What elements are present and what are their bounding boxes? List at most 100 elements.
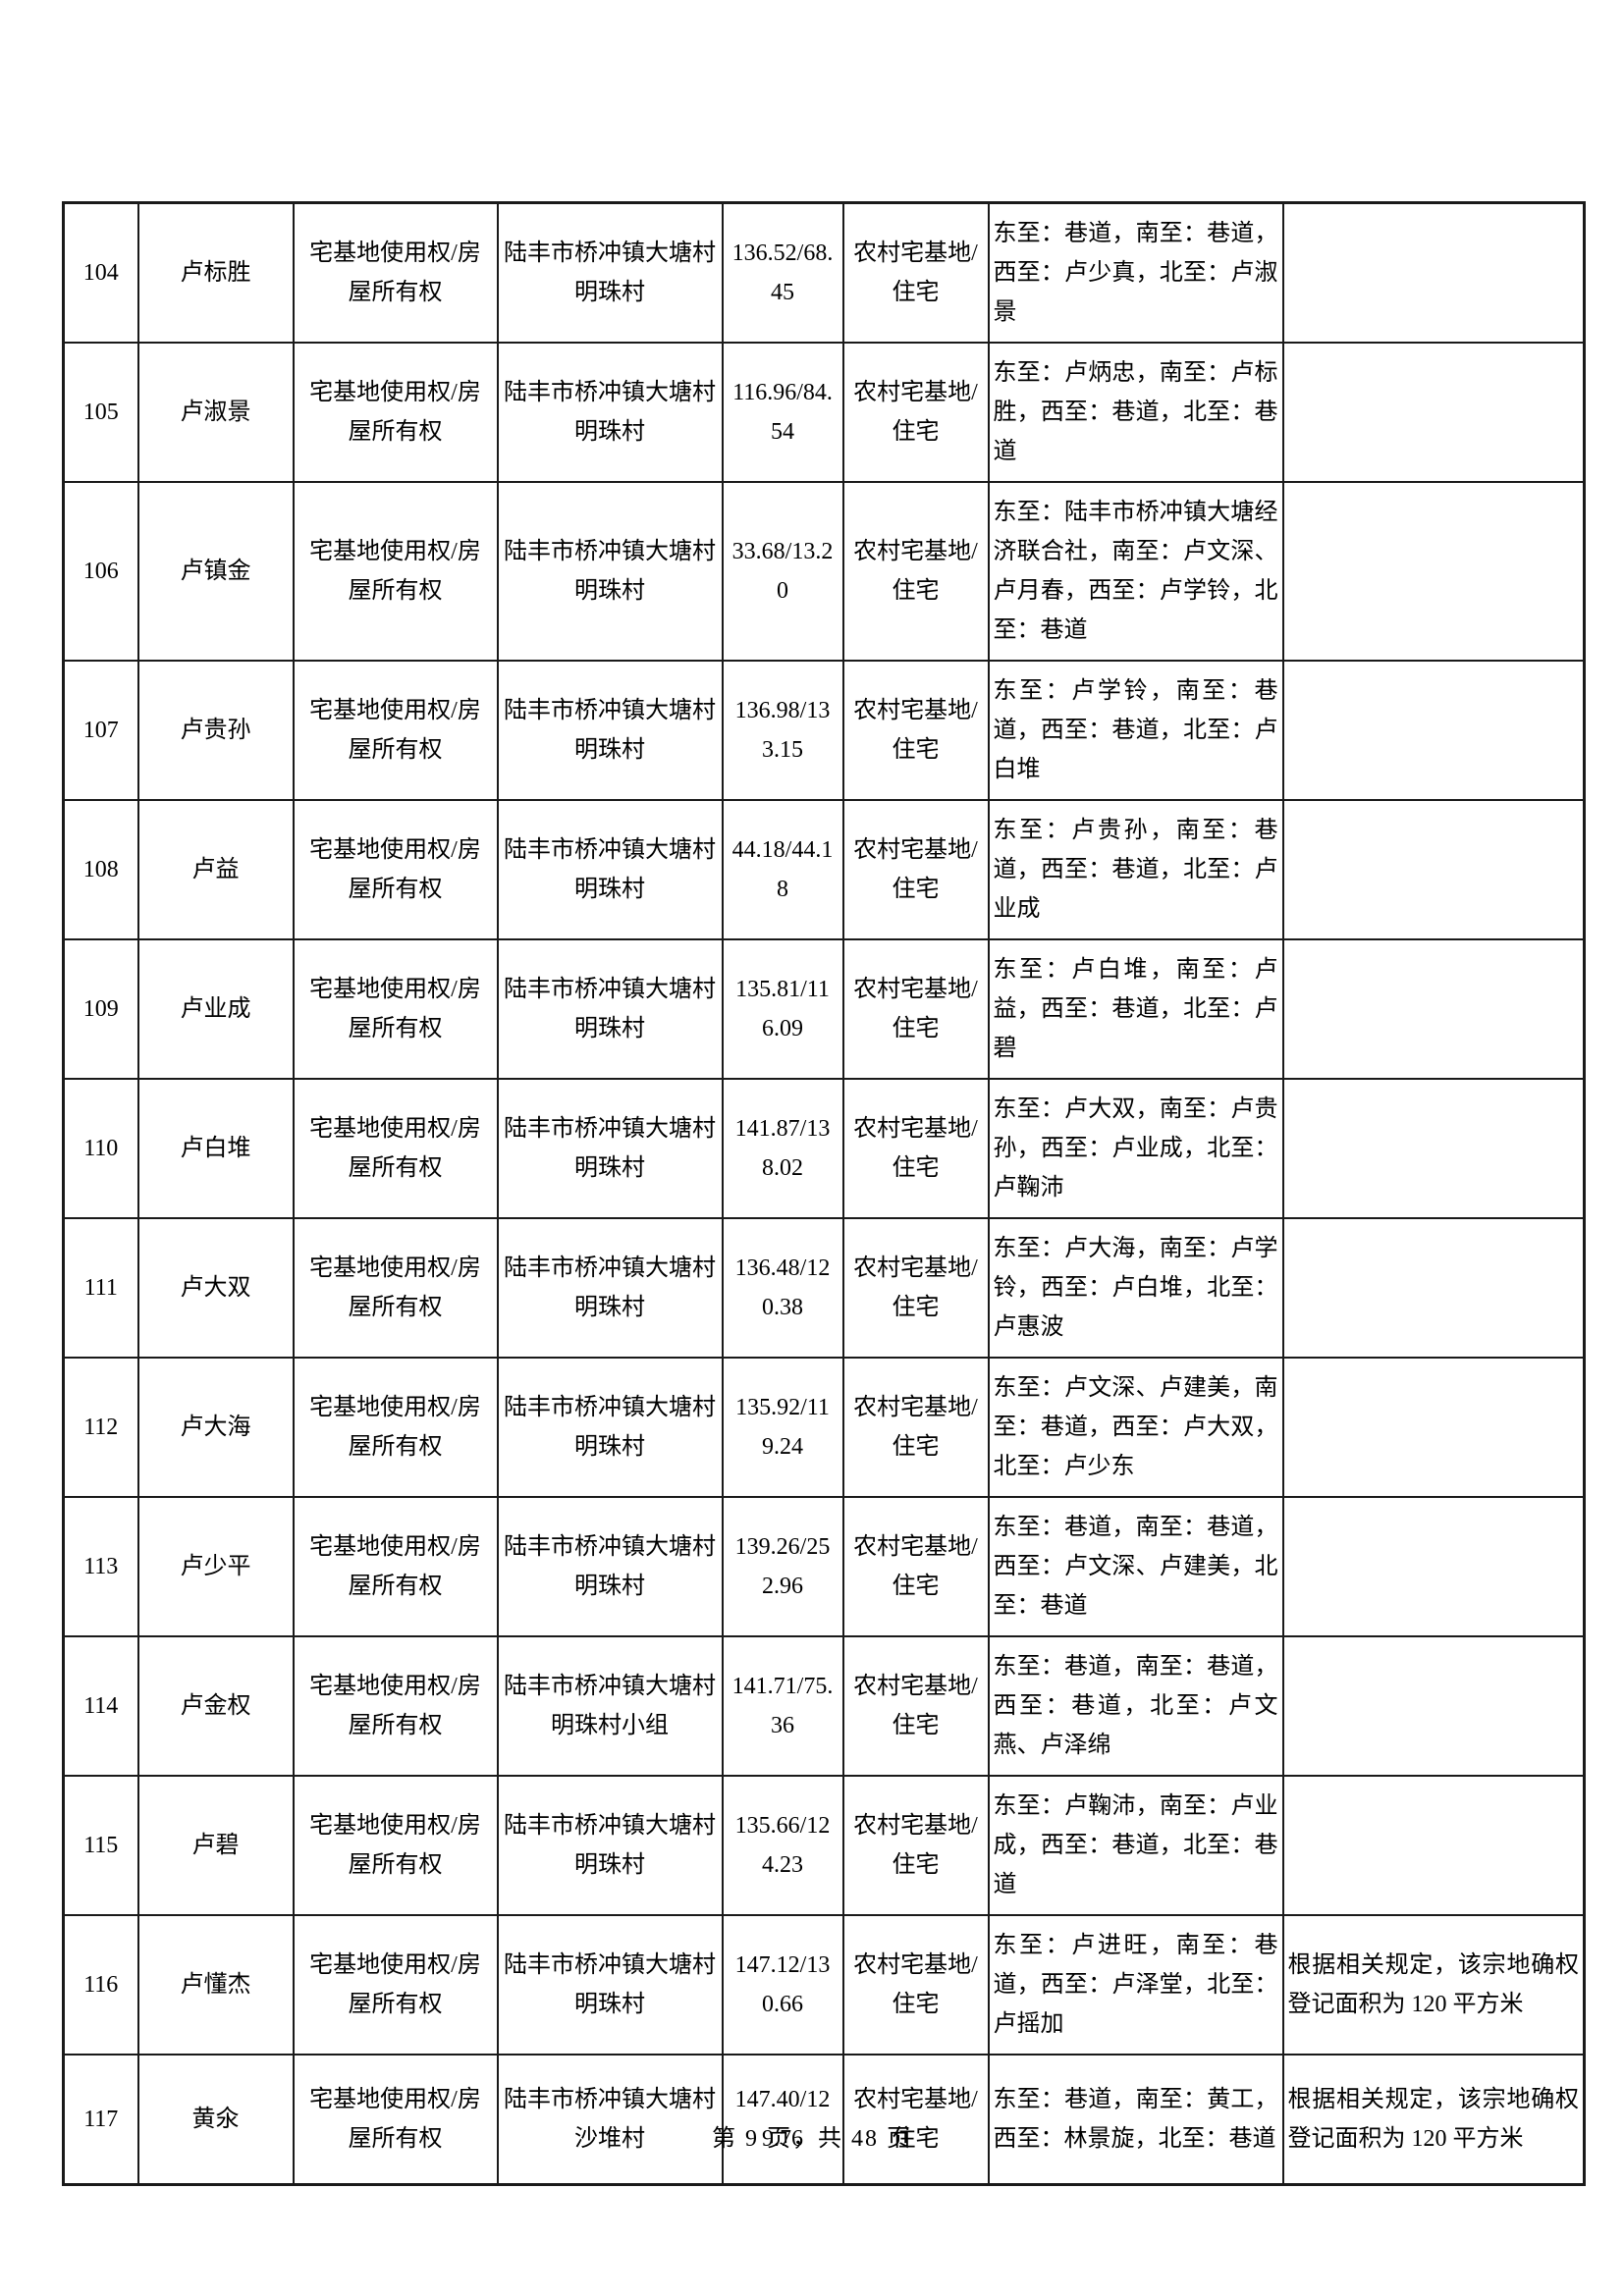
cell-location: 陆丰市桥冲镇大塘村明珠村 (496, 1078, 724, 1219)
cell-row-number: 116 (62, 1914, 139, 2056)
cell-area: 139.26/252.96 (721, 1496, 844, 1637)
cell-area: 147.12/130.66 (721, 1914, 844, 2056)
table-row: 104 卢标胜 宅基地使用权/房屋所有权 陆丰市桥冲镇大塘村明珠村 136.52… (62, 201, 1586, 344)
table-row: 114 卢金权 宅基地使用权/房屋所有权 陆丰市桥冲镇大塘村明珠村小组 141.… (62, 1635, 1586, 1777)
cell-right-type: 宅基地使用权/房屋所有权 (292, 201, 499, 344)
cell-location: 陆丰市桥冲镇大塘村明珠村 (496, 1914, 724, 2056)
cell-area: 141.71/75.36 (721, 1635, 844, 1777)
cell-row-number: 114 (62, 1635, 139, 1777)
cell-remark (1281, 660, 1586, 801)
page-footer: 第 9 页，共 48 页 (712, 2126, 912, 2152)
cell-row-number: 113 (62, 1496, 139, 1637)
cell-land-type: 农村宅基地/住宅 (841, 1775, 990, 1916)
cell-remark: 根据相关规定，该宗地确权登记面积为 120 平方米 (1281, 1914, 1586, 2056)
cell-location: 陆丰市桥冲镇大塘村明珠村 (496, 1357, 724, 1498)
cell-row-number: 109 (62, 938, 139, 1080)
cell-area: 135.92/119.24 (721, 1357, 844, 1498)
cell-remark (1281, 799, 1586, 940)
cell-row-number: 112 (62, 1357, 139, 1498)
cell-land-type: 农村宅基地/住宅 (841, 660, 990, 801)
cell-land-type: 农村宅基地/住宅 (841, 1914, 990, 2056)
cell-owner-name: 卢贵孙 (136, 660, 295, 801)
cell-boundary: 东至：巷道，南至：巷道，西至：巷道，北至：卢文燕、卢泽绵 (987, 1635, 1284, 1777)
table-row: 105 卢淑景 宅基地使用权/房屋所有权 陆丰市桥冲镇大塘村明珠村 116.96… (62, 342, 1586, 483)
cell-land-type: 农村宅基地/住宅 (841, 201, 990, 344)
cell-location: 陆丰市桥冲镇大塘村明珠村 (496, 1775, 724, 1916)
cell-boundary: 东至：卢大双，南至：卢贵孙，西至：卢业成，北至：卢鞠沛 (987, 1078, 1284, 1219)
cell-row-number: 104 (62, 201, 139, 344)
cell-boundary: 东至：卢炳忠，南至：卢标胜，西至：巷道，北至：巷道 (987, 342, 1284, 483)
cell-land-type: 农村宅基地/住宅 (841, 1635, 990, 1777)
table-row: 108 卢益 宅基地使用权/房屋所有权 陆丰市桥冲镇大塘村明珠村 44.18/4… (62, 799, 1586, 940)
cell-area: 44.18/44.18 (721, 799, 844, 940)
cell-right-type: 宅基地使用权/房屋所有权 (292, 1078, 499, 1219)
cell-boundary: 东至：卢文深、卢建美，南至：巷道，西至：卢大双，北至：卢少东 (987, 1357, 1284, 1498)
cell-row-number: 108 (62, 799, 139, 940)
cell-boundary: 东至：陆丰市桥冲镇大塘经济联合社，南至：卢文深、卢月春，西至：卢学铃，北至：巷道 (987, 481, 1284, 662)
cell-area: 135.81/116.09 (721, 938, 844, 1080)
cell-area: 141.87/138.02 (721, 1078, 844, 1219)
cell-remark (1281, 1357, 1586, 1498)
cell-remark (1281, 201, 1586, 344)
cell-owner-name: 卢懂杰 (136, 1914, 295, 2056)
cell-boundary: 东至：卢鞠沛，南至：卢业成，西至：巷道，北至：巷道 (987, 1775, 1284, 1916)
cell-boundary: 东至：卢学铃，南至：巷道，西至：巷道，北至：卢白堆 (987, 660, 1284, 801)
cell-location: 陆丰市桥冲镇大塘村明珠村小组 (496, 1635, 724, 1777)
cell-owner-name: 卢业成 (136, 938, 295, 1080)
cell-boundary: 东至：卢大海，南至：卢学铃，西至：卢白堆，北至：卢惠波 (987, 1217, 1284, 1359)
cell-land-type: 农村宅基地/住宅 (841, 2054, 990, 2185)
cell-row-number: 111 (62, 1217, 139, 1359)
cell-remark (1281, 1635, 1586, 1777)
cell-land-type: 农村宅基地/住宅 (841, 1078, 990, 1219)
cell-row-number: 110 (62, 1078, 139, 1219)
cell-land-type: 农村宅基地/住宅 (841, 1496, 990, 1637)
cell-remark (1281, 481, 1586, 662)
table-row: 107 卢贵孙 宅基地使用权/房屋所有权 陆丰市桥冲镇大塘村明珠村 136.98… (62, 660, 1586, 801)
cell-remark (1281, 342, 1586, 483)
cell-boundary: 东至：巷道，南至：巷道，西至：卢文深、卢建美，北至：巷道 (987, 1496, 1284, 1637)
cell-location: 陆丰市桥冲镇大塘村明珠村 (496, 342, 724, 483)
cell-location: 陆丰市桥冲镇大塘村沙堆村 (496, 2054, 724, 2185)
cell-owner-name: 卢金权 (136, 1635, 295, 1777)
cell-boundary: 东至：卢白堆，南至：卢益，西至：巷道，北至：卢碧 (987, 938, 1284, 1080)
table-row: 115 卢碧 宅基地使用权/房屋所有权 陆丰市桥冲镇大塘村明珠村 135.66/… (62, 1775, 1586, 1916)
cell-remark: 根据相关规定，该宗地确权登记面积为 120 平方米 (1281, 2054, 1586, 2185)
cell-right-type: 宅基地使用权/房屋所有权 (292, 1635, 499, 1777)
cell-right-type: 宅基地使用权/房屋所有权 (292, 938, 499, 1080)
cell-area: 136.48/120.38 (721, 1217, 844, 1359)
cell-land-type: 农村宅基地/住宅 (841, 938, 990, 1080)
cell-remark (1281, 938, 1586, 1080)
cell-area: 135.66/124.23 (721, 1775, 844, 1916)
cell-owner-name: 卢益 (136, 799, 295, 940)
cell-right-type: 宅基地使用权/房屋所有权 (292, 1496, 499, 1637)
cell-area: 147.40/129.76 (721, 2054, 844, 2185)
cell-location: 陆丰市桥冲镇大塘村明珠村 (496, 660, 724, 801)
cell-location: 陆丰市桥冲镇大塘村明珠村 (496, 1496, 724, 1637)
cell-owner-name: 卢标胜 (136, 201, 295, 344)
cell-right-type: 宅基地使用权/房屋所有权 (292, 2054, 499, 2185)
cell-area: 136.52/68.45 (721, 201, 844, 344)
cell-owner-name: 卢淑景 (136, 342, 295, 483)
cell-right-type: 宅基地使用权/房屋所有权 (292, 481, 499, 662)
cell-remark (1281, 1078, 1586, 1219)
cell-row-number: 115 (62, 1775, 139, 1916)
table-row: 116 卢懂杰 宅基地使用权/房屋所有权 陆丰市桥冲镇大塘村明珠村 147.12… (62, 1914, 1586, 2056)
table-row: 106 卢镇金 宅基地使用权/房屋所有权 陆丰市桥冲镇大塘村明珠村 33.68/… (62, 481, 1586, 662)
cell-area: 33.68/13.20 (721, 481, 844, 662)
cell-owner-name: 卢大海 (136, 1357, 295, 1498)
cell-row-number: 107 (62, 660, 139, 801)
table-body: 104 卢标胜 宅基地使用权/房屋所有权 陆丰市桥冲镇大塘村明珠村 136.52… (62, 201, 1586, 2185)
cell-boundary: 东至：卢进旺，南至：巷道，西至：卢泽堂，北至：卢摇加 (987, 1914, 1284, 2056)
table-row: 117 黄氽 宅基地使用权/房屋所有权 陆丰市桥冲镇大塘村沙堆村 147.40/… (62, 2054, 1586, 2185)
cell-right-type: 宅基地使用权/房屋所有权 (292, 799, 499, 940)
cell-location: 陆丰市桥冲镇大塘村明珠村 (496, 938, 724, 1080)
cell-right-type: 宅基地使用权/房屋所有权 (292, 1914, 499, 2056)
cell-boundary: 东至：巷道，南至：巷道，西至：卢少真，北至：卢淑景 (987, 201, 1284, 344)
cell-location: 陆丰市桥冲镇大塘村明珠村 (496, 799, 724, 940)
cell-boundary: 东至：巷道，南至：黄工，西至：林景旋，北至：巷道 (987, 2054, 1284, 2185)
cell-owner-name: 卢白堆 (136, 1078, 295, 1219)
cell-owner-name: 卢镇金 (136, 481, 295, 662)
cell-land-type: 农村宅基地/住宅 (841, 1217, 990, 1359)
cell-area: 116.96/84.54 (721, 342, 844, 483)
